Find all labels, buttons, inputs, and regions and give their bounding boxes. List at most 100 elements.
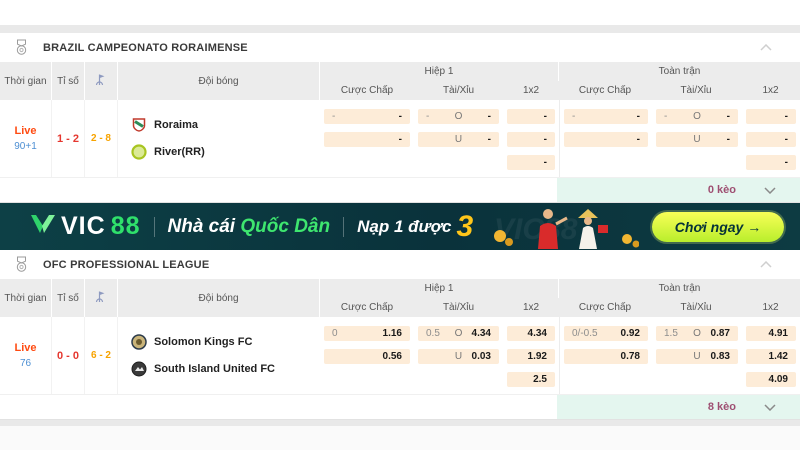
match-time: Live 76 (0, 317, 52, 394)
away-team-logo (131, 361, 147, 377)
home-team[interactable]: Solomon Kings FC (131, 334, 320, 350)
subcol-overunder: Tài/Xỉu (442, 302, 475, 313)
odds-area: 0 1.16 0.56 0.5 O 4.34 (320, 317, 800, 394)
subcol-1x2: 1x2 (762, 302, 779, 313)
group-full-time: Toàn trận (658, 283, 701, 294)
odds-full-x[interactable]: 1.42 (746, 349, 796, 364)
odds-first-half: 0 1.16 0.56 0.5 O 4.34 (320, 317, 559, 394)
keo-bar: 0 kèo (0, 178, 800, 203)
odds-half-handicap-home[interactable]: 0 1.16 (324, 326, 410, 341)
handicap-column: 0/-0.5 0.92 0.78 (560, 326, 652, 394)
onextwo-column: - - - (503, 109, 559, 177)
col-time: Thời gian (0, 62, 52, 100)
odds-half-under[interactable]: U 0.03 (418, 349, 499, 364)
odds-full-handicap-away[interactable]: - (564, 132, 648, 147)
keo-count: 0 kèo (707, 184, 736, 196)
odds-full-handicap-away[interactable]: 0.78 (564, 349, 648, 364)
odds-full-handicap-home[interactable]: 0/-0.5 0.92 (564, 326, 648, 341)
odds-full-1[interactable]: 4.91 (746, 326, 796, 341)
chevron-down-icon[interactable] (764, 186, 776, 194)
odds-full-over[interactable]: - O - (656, 109, 738, 124)
brand-text: VIC (61, 212, 106, 240)
league-header-2[interactable]: OFC PROFESSIONAL LEAGUE (0, 250, 800, 279)
odds-half-handicap-away[interactable]: - (324, 132, 410, 147)
subcol-handicap: Cược Chấp (578, 302, 632, 313)
top-spacer (0, 0, 800, 25)
table-header-right: Hiệp 1 Toàn trận Cược Chấp Tài/Xỉu 1x2 C… (320, 62, 800, 100)
odds-half-2[interactable]: - (507, 155, 555, 170)
col-score: Tỉ số (52, 62, 85, 100)
away-team[interactable]: South Island United FC (131, 361, 320, 377)
odds-full-over[interactable]: 1.5 O 0.87 (656, 326, 738, 341)
league-title: OFC PROFESSIONAL LEAGUE (43, 258, 210, 271)
odds-full-1[interactable]: - (746, 109, 796, 124)
table-header-right: Hiệp 1 Toàn trận Cược Chấp Tài/Xỉu 1x2 C… (320, 279, 800, 317)
odds-full-under[interactable]: U 0.83 (656, 349, 738, 364)
match-time: Live 90+1 (0, 100, 52, 177)
promo-banner[interactable]: VIC 88 Nhà cái Quốc Dân Nạp 1 được 3 VIC8… (0, 203, 800, 250)
handicap-column: - - - (560, 109, 652, 177)
odds-half-over[interactable]: 0.5 O 4.34 (418, 326, 499, 341)
subcol-handicap: Cược Chấp (340, 302, 394, 313)
keo-bar: 8 kèo (0, 395, 800, 420)
chevron-up-icon[interactable] (760, 44, 772, 51)
corner-score: 2 - 8 (85, 100, 118, 177)
league-header-1[interactable]: BRAZIL CAMPEONATO RORAIMENSE (0, 33, 800, 62)
teams: Roraima River(RR) (118, 100, 320, 177)
more-odds-expander[interactable]: 0 kèo (557, 178, 800, 202)
live-badge: Live (14, 342, 37, 354)
home-team-logo (131, 334, 147, 350)
group-first-half: Hiệp 1 (320, 279, 559, 298)
odds-full-x[interactable]: - (746, 132, 796, 147)
group-full-time: Toàn trận (658, 66, 701, 77)
trophy-icon (14, 256, 29, 273)
banner-art: VIC88 (486, 205, 639, 249)
odds-half-under[interactable]: U - (418, 132, 499, 147)
corner-score: 6 - 2 (85, 317, 118, 394)
col-team: Đội bóng (118, 279, 320, 317)
odds-full-time: 0/-0.5 0.92 0.78 1.5 O 0.87 (559, 317, 800, 394)
play-now-button[interactable]: Chơi ngay → (652, 211, 784, 242)
match-minute: 76 (19, 358, 32, 369)
corner-flag-icon (95, 73, 108, 89)
away-team[interactable]: River(RR) (131, 144, 320, 160)
odds-full-2[interactable]: - (746, 155, 796, 170)
odds-half-x[interactable]: 1.92 (507, 349, 555, 364)
subcol-1x2: 1x2 (762, 85, 779, 96)
col-time: Thời gian (0, 279, 52, 317)
vic88-logo: VIC 88 (30, 212, 141, 241)
home-team-name: Roraima (154, 119, 199, 131)
handicap-column: 0 1.16 0.56 (320, 326, 414, 394)
chevron-down-icon[interactable] (764, 403, 776, 411)
table-header: Thời gian Tỉ số Đội bóng Hiệp 1 Toàn trậ… (0, 62, 800, 100)
league-title: BRAZIL CAMPEONATO RORAIMENSE (43, 41, 248, 54)
more-odds-expander[interactable]: 8 kèo (557, 395, 800, 419)
live-badge: Live (14, 125, 37, 137)
subcol-handicap: Cược Chấp (578, 85, 632, 96)
section-divider (0, 25, 800, 33)
keo-count: 8 kèo (707, 401, 736, 413)
subcol-overunder: Tài/Xỉu (680, 85, 712, 96)
home-team[interactable]: Roraima (131, 117, 320, 133)
subcol-1x2: 1x2 (522, 85, 540, 96)
odds-full-2[interactable]: 4.09 (746, 372, 796, 387)
odds-full-under[interactable]: U - (656, 132, 738, 147)
odds-full-handicap-home[interactable]: - - (564, 109, 648, 124)
match-row: Live 90+1 1 - 2 2 - 8 Roraima River(RR) (0, 100, 800, 178)
subcol-handicap: Cược Chấp (340, 85, 394, 96)
banner-tagline: Nhà cái Quốc Dân (167, 215, 331, 237)
chevron-up-icon[interactable] (760, 261, 772, 268)
onextwo-column: 4.91 1.42 4.09 (742, 326, 800, 394)
odds-half-handicap-away[interactable]: 0.56 (324, 349, 410, 364)
away-team-name: South Island United FC (154, 363, 275, 375)
odds-half-over[interactable]: - O - (418, 109, 499, 124)
odds-half-x[interactable]: - (507, 132, 555, 147)
odds-half-1[interactable]: - (507, 109, 555, 124)
overunder-column: 0.5 O 4.34 U 0.03 (414, 326, 503, 394)
odds-half-1[interactable]: 4.34 (507, 326, 555, 341)
odds-half-handicap-home[interactable]: - - (324, 109, 410, 124)
col-corners (85, 279, 118, 317)
odds-half-2[interactable]: 2.5 (507, 372, 555, 387)
match-score: 1 - 2 (52, 100, 85, 177)
